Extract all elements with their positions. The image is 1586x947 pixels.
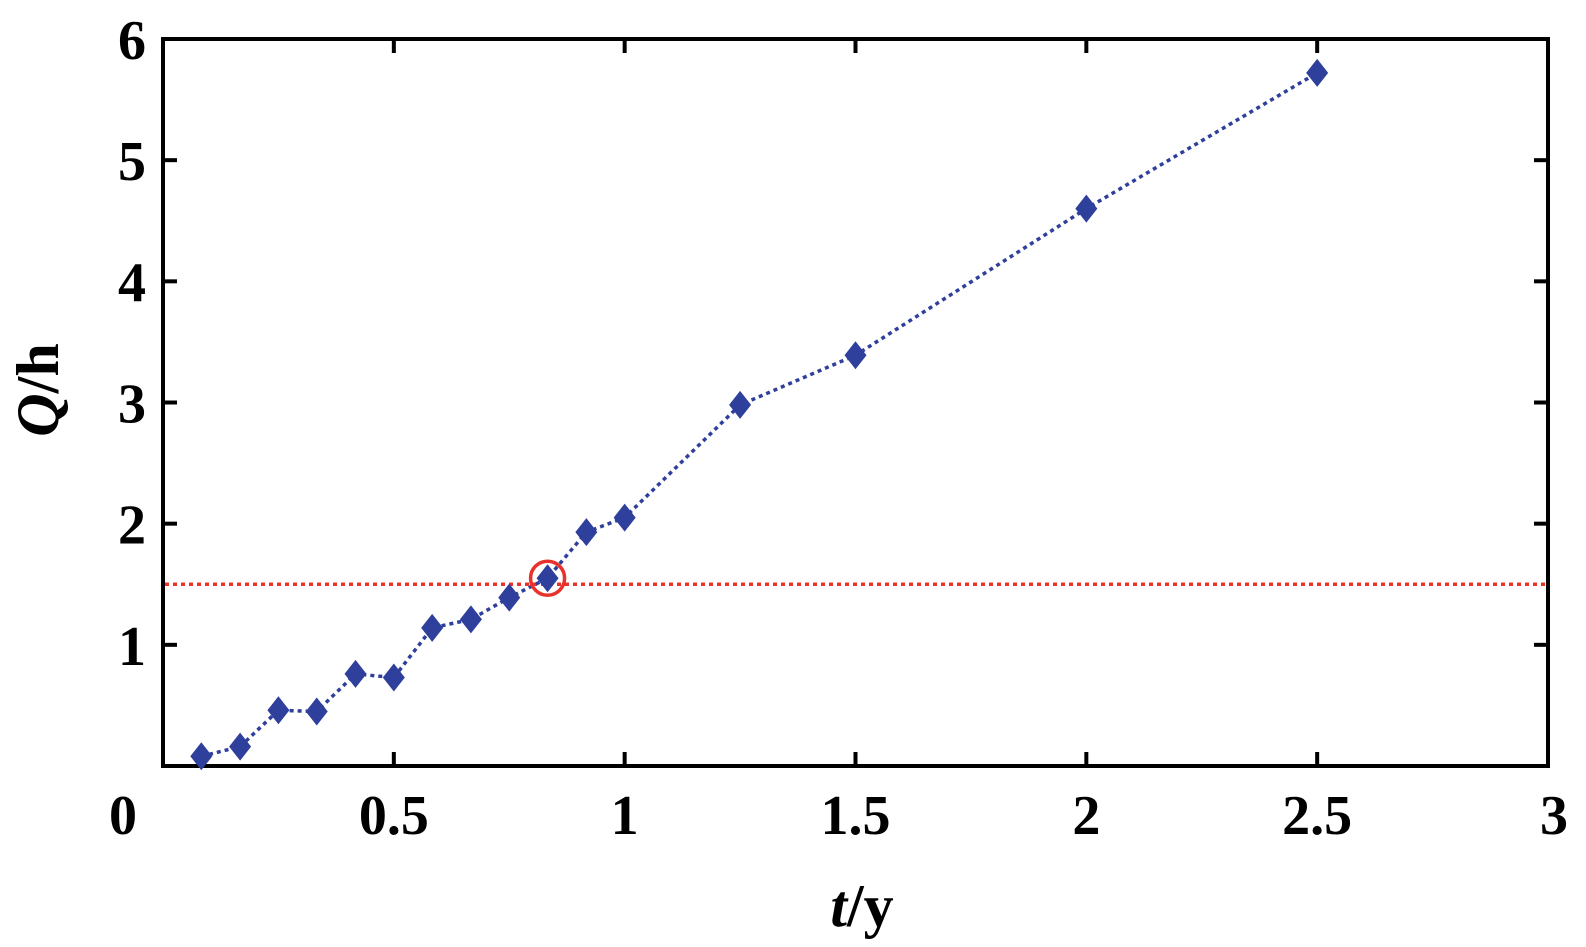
data-point [382,663,405,692]
x-axis-label: t/y [830,873,893,939]
data-point [1306,58,1329,87]
data-point [1075,194,1098,223]
x-tick-label: 0 [109,785,137,847]
data-point [844,341,867,370]
data-point [459,605,482,634]
x-axis-unit: /y [846,873,894,939]
axis-tick-labels: 0 0.5 1 1.5 2 2.5 3 1 2 3 4 5 6 [109,10,1568,847]
y-tick-label: 4 [118,252,146,314]
data-point [305,697,328,726]
y-axis-variable: Q [5,393,71,436]
plot-frame [161,37,1550,768]
data-point [421,613,444,642]
y-tick-label: 5 [118,131,146,193]
data-point [344,659,367,688]
highlight-circle [528,559,567,597]
x-axis-variable: t [830,873,849,939]
x-tick-label: 2.5 [1282,785,1352,847]
x-tick-label: 0.5 [359,785,429,847]
x-tick-label: 1 [611,785,639,847]
y-tick-label: 1 [118,616,146,678]
data-point [729,390,752,419]
x-tick-label: 2 [1072,785,1100,847]
axis-ticks [163,39,1548,766]
y-tick-label: 6 [118,10,146,72]
x-tick-label: 1.5 [821,785,891,847]
data-point [575,518,598,547]
data-point [267,696,290,725]
data-point [229,732,252,761]
data-point [190,742,213,771]
y-axis-label: Q/h [5,343,71,436]
y-tick-label: 2 [118,495,146,557]
series-line [200,71,1319,759]
data-point [613,503,636,532]
data-point [536,564,559,593]
y-axis-unit: /h [5,343,71,394]
data-markers [190,58,1329,771]
data-point [498,583,521,612]
x-tick-label: 3 [1540,785,1568,847]
y-tick-label: 3 [118,374,146,436]
